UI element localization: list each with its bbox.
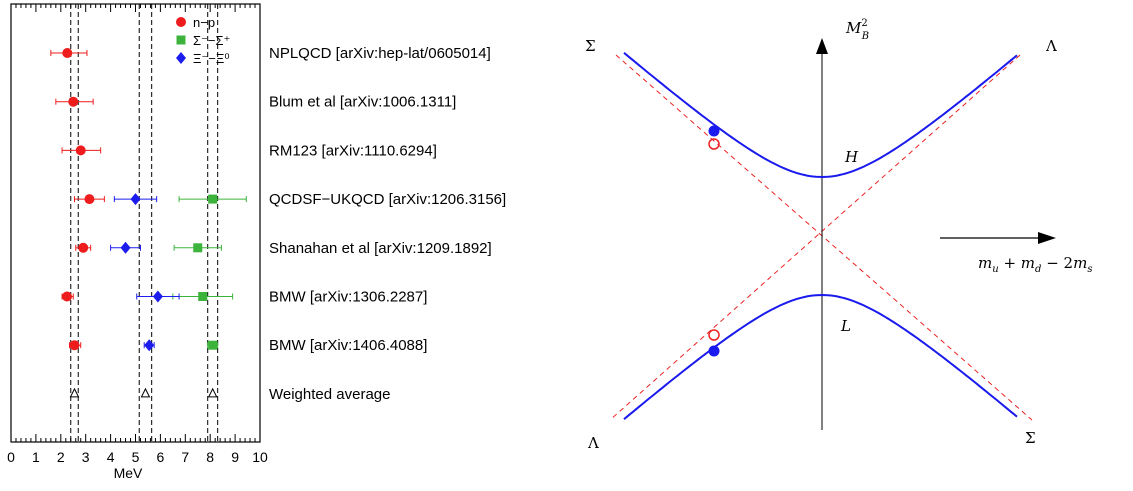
data-point bbox=[208, 194, 218, 204]
x-tick-label: 7 bbox=[181, 449, 189, 465]
lower-hyperbola bbox=[623, 293, 1018, 420]
data-point bbox=[68, 96, 79, 107]
legend-label: n−p bbox=[193, 15, 215, 30]
y-axis-label: M2 B bbox=[845, 18, 869, 42]
data-point bbox=[176, 17, 186, 27]
row-label: NPLQCD [arXiv:hep-lat/0605014] bbox=[269, 45, 491, 62]
row-label: BMW [arXiv:1406.4088] bbox=[269, 337, 427, 354]
mass-diagram: Σ Λ Λ Σ H L M2 B mu + md − 2ms bbox=[585, 18, 1092, 452]
data-point bbox=[84, 194, 95, 205]
data-point bbox=[120, 241, 131, 254]
data-point bbox=[176, 35, 186, 45]
average-marker bbox=[207, 387, 218, 398]
filled-dot-upper bbox=[708, 125, 720, 137]
average-marker bbox=[69, 387, 80, 398]
mass-splitting-chart: 0 1 2 3 4 5 6 7 8 9 10 MeV n−p Σ⁻−Σ⁺ Ξ⁻−Ξ⁰ NPLQCD [a… bbox=[7, 3, 506, 481]
data-point bbox=[62, 48, 73, 58]
x-axis-tick-labels: 0 1 2 3 4 5 6 7 8 9 10 bbox=[7, 449, 268, 465]
x-tick-label: 1 bbox=[32, 449, 40, 465]
x-tick-label: 3 bbox=[82, 449, 90, 465]
data-points bbox=[50, 48, 247, 352]
data-point bbox=[78, 242, 89, 253]
branch-label-upper: H bbox=[844, 148, 859, 166]
x-tick-label: 9 bbox=[231, 449, 239, 465]
row-label: RM123 [arXiv:1110.6294] bbox=[269, 142, 437, 159]
open-circle-lower bbox=[708, 329, 720, 341]
legend: n−p Σ⁻−Σ⁺ Ξ⁻−Ξ⁰ bbox=[176, 15, 230, 66]
x-tick-label: 0 bbox=[7, 449, 15, 465]
legend-label: Ξ⁻−Ξ⁰ bbox=[193, 51, 230, 66]
upper-hyperbola bbox=[623, 52, 1018, 179]
corner-label-bottom-left: Λ bbox=[587, 434, 599, 452]
legend-label: Σ⁻−Σ⁺ bbox=[193, 33, 230, 48]
data-point bbox=[144, 339, 155, 352]
data-point bbox=[69, 340, 80, 351]
row-labels: NPLQCD [arXiv:hep-lat/0605014] Blum et al… bbox=[269, 45, 506, 403]
data-point bbox=[75, 145, 86, 156]
data-point bbox=[176, 52, 186, 64]
corner-label-bottom-right: Σ bbox=[1025, 429, 1036, 447]
plot-frame bbox=[10, 3, 261, 443]
row-label: Blum et al [arXiv:1006.1311] bbox=[269, 94, 456, 111]
open-circle-upper bbox=[708, 138, 720, 150]
x-axis-label-right: mu + md − 2ms bbox=[978, 254, 1092, 275]
row-label: Shanahan et al [arXiv:1209.1892] bbox=[269, 240, 492, 257]
data-point bbox=[130, 193, 141, 206]
row-label: BMW [arXiv:1306.2287] bbox=[269, 289, 427, 306]
row-label: Weighted average bbox=[269, 386, 390, 403]
x-tick-label: 10 bbox=[252, 449, 268, 465]
filled-dot-lower bbox=[708, 345, 720, 357]
vertical-axis-arrowhead bbox=[816, 38, 828, 54]
x-tick-label: 2 bbox=[57, 449, 65, 465]
corner-label-top-right: Λ bbox=[1045, 37, 1057, 55]
asymptote-line-1 bbox=[615, 54, 1033, 421]
data-point bbox=[152, 290, 163, 303]
data-point bbox=[198, 292, 208, 301]
row-label: QCDSF−UKQCD [arXiv:1206.3156] bbox=[269, 191, 506, 208]
x-tick-label: 4 bbox=[107, 449, 115, 465]
data-point bbox=[62, 291, 73, 302]
weighted-average-bands bbox=[69, 4, 219, 442]
x-tick-label: 5 bbox=[132, 449, 140, 465]
x-axis-ticks bbox=[10, 4, 261, 442]
data-point bbox=[208, 340, 218, 350]
corner-label-top-left: Σ bbox=[585, 37, 596, 55]
x-tick-label: 6 bbox=[157, 449, 165, 465]
asymptote-line-2 bbox=[609, 54, 1021, 421]
branch-label-lower: L bbox=[840, 317, 851, 335]
data-point bbox=[193, 243, 203, 253]
average-marker bbox=[140, 387, 151, 398]
x-axis-label: MeV bbox=[114, 465, 143, 481]
x-tick-label: 8 bbox=[206, 449, 214, 465]
horizontal-arrowhead bbox=[1038, 232, 1056, 244]
